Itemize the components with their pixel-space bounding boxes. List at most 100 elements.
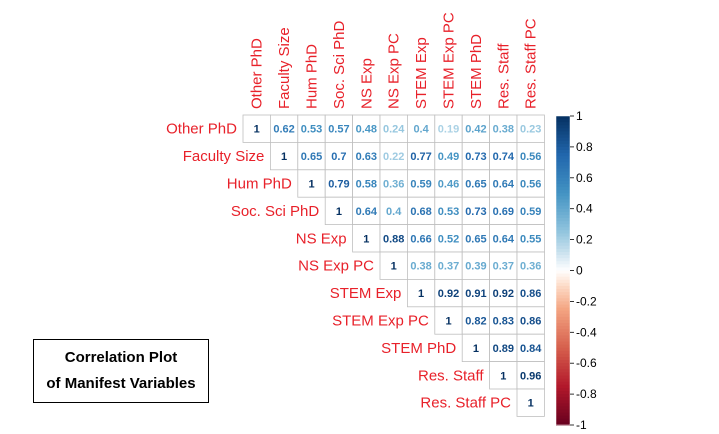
column-label-hum-phd: Hum PhD: [304, 44, 321, 109]
colorbar-segment: [556, 239, 570, 244]
correlation-cell: [352, 141, 381, 171]
colorbar-segment: [556, 394, 570, 398]
correlation-value: 0.4: [386, 206, 402, 218]
correlation-value: 0.19: [438, 124, 459, 136]
colorbar-segment: [556, 295, 570, 299]
correlation-cell: [489, 196, 518, 225]
colorbar-segment: [556, 381, 570, 386]
correlation-cell: [516, 169, 545, 198]
correlation-value: 0.92: [493, 288, 514, 300]
correlation-value: 0.65: [301, 151, 322, 163]
correlation-cell: [379, 196, 408, 225]
colorbar-segment: [556, 279, 570, 284]
colorbar-segment: [556, 261, 570, 265]
colorbar-segment: [556, 180, 570, 185]
correlation-value: 1: [254, 124, 260, 136]
colorbar-segment: [556, 174, 570, 179]
colorbar-segment: [556, 335, 570, 340]
correlation-value: 1: [528, 398, 534, 410]
column-label-ns-exp: NS Exp: [358, 58, 375, 109]
correlation-value: 0.7: [331, 151, 346, 163]
correlation-value: 1: [336, 206, 342, 218]
correlation-cell: [516, 388, 545, 417]
colorbar-segment: [556, 369, 570, 374]
colorbar-segment: [556, 227, 570, 231]
colorbar-segment: [556, 319, 570, 324]
correlation-cell: [352, 224, 381, 253]
correlation-value: 0.55: [520, 233, 541, 245]
correlation-value: 0.36: [520, 261, 541, 273]
caption-line-1: Correlation Plot: [64, 349, 178, 366]
colorbar-segment: [556, 258, 570, 262]
correlation-cell: [352, 114, 381, 143]
colorbar-segment: [556, 391, 570, 395]
colorbar-segment: [556, 211, 570, 216]
colorbar-segment: [556, 372, 570, 377]
colorbar-segment: [556, 214, 570, 219]
column-label-res-staff: Res. Staff: [495, 43, 512, 109]
row-label-stem-phd: STEM PhD: [381, 340, 456, 357]
correlation-value: 0.64: [493, 233, 515, 245]
colorbar-segment: [556, 248, 570, 253]
correlation-value: 0.38: [493, 124, 514, 136]
correlation-value: 0.86: [520, 288, 541, 300]
colorbar-tick-label: -0.2: [576, 294, 597, 308]
correlation-value: 0.58: [356, 179, 377, 191]
correlation-cell: [489, 224, 518, 253]
colorbar-segment: [556, 190, 570, 194]
correlation-value: 1: [445, 316, 451, 328]
colorbar-segment: [556, 304, 570, 309]
colorbar-segment: [556, 264, 570, 269]
colorbar-tick-label: 0.6: [576, 171, 593, 185]
correlation-value: 0.38: [410, 261, 431, 273]
colorbar-segment: [556, 375, 570, 380]
correlation-value: 0.56: [520, 179, 541, 191]
colorbar-segment: [556, 251, 570, 256]
correlation-cell: [516, 333, 545, 363]
row-label-ns-exp: NS Exp: [296, 230, 347, 247]
colorbar-segment: [556, 313, 570, 318]
column-labels: Other PhD Faculty Size Hum PhD Soc. Sci PhD…: [249, 12, 540, 109]
colorbar-segment: [556, 140, 570, 145]
colorbar-segment: [556, 397, 570, 401]
colorbar-segment: [556, 233, 570, 238]
correlation-cell: [489, 141, 518, 171]
correlation-value: 0.96: [520, 370, 541, 382]
colorbar-segment: [556, 406, 570, 411]
row-label-hum-phd: Hum PhD: [227, 176, 292, 193]
colorbar-segment: [556, 310, 570, 315]
colorbar-segment: [556, 267, 570, 272]
correlation-cell: [406, 169, 436, 198]
correlation-value: 0.83: [493, 316, 514, 328]
colorbar-segment: [556, 153, 570, 157]
correlation-cell: [516, 361, 545, 390]
correlation-value: 0.59: [520, 206, 541, 218]
colorbar-segment: [556, 301, 570, 306]
colorbar-segment: [556, 292, 570, 296]
colorbar-segment: [556, 409, 570, 414]
correlation-cell: [324, 196, 354, 225]
correlation-value: 0.36: [383, 179, 404, 191]
correlation-cell: [434, 224, 463, 253]
column-label-faculty-size: Faculty Size: [276, 27, 293, 109]
correlation-cell: [516, 224, 545, 253]
correlation-cell: [434, 141, 463, 171]
colorbar-tick-label: 0.8: [576, 140, 593, 154]
row-label-faculty-size: Faculty Size: [183, 148, 265, 165]
colorbar-tick-label: 1: [576, 109, 583, 123]
colorbar-segment: [556, 165, 570, 170]
colorbar-segment: [556, 415, 570, 420]
colorbar-segment: [556, 171, 570, 176]
colorbar-tick-label: -1: [576, 418, 587, 432]
correlation-value: 0.39: [465, 261, 486, 273]
colorbar-segment: [556, 224, 570, 228]
correlation-value: 0.59: [410, 179, 431, 191]
row-label-ns-exp-pc: NS Exp PC: [298, 258, 374, 275]
colorbar-segment: [556, 230, 570, 235]
correlation-cell: [461, 169, 491, 198]
correlation-value: 0.92: [438, 288, 459, 300]
colorbar-segment: [556, 122, 570, 126]
correlation-cell: [406, 278, 436, 308]
row-label-stem-exp-pc: STEM Exp PC: [332, 313, 429, 330]
